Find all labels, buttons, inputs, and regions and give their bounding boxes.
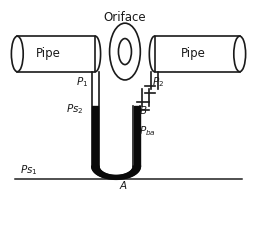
Text: $A$: $A$: [119, 179, 128, 191]
Text: $Ps_1$: $Ps_1$: [20, 163, 37, 177]
Ellipse shape: [109, 23, 140, 80]
Text: Pipe: Pipe: [36, 47, 60, 60]
Ellipse shape: [11, 36, 23, 72]
Ellipse shape: [234, 36, 246, 72]
Text: $P_{ba}$: $P_{ba}$: [139, 124, 156, 138]
Text: $B$: $B$: [139, 104, 148, 116]
Bar: [17, 36, 95, 72]
Text: $Ps_2$: $Ps_2$: [66, 102, 84, 116]
Ellipse shape: [118, 39, 132, 64]
Polygon shape: [92, 166, 140, 179]
Text: $P_2$: $P_2$: [152, 75, 164, 89]
Text: $P_1$: $P_1$: [76, 75, 88, 89]
Text: Oriface: Oriface: [104, 11, 146, 24]
Text: Pipe: Pipe: [180, 47, 205, 60]
Bar: [154, 36, 240, 72]
